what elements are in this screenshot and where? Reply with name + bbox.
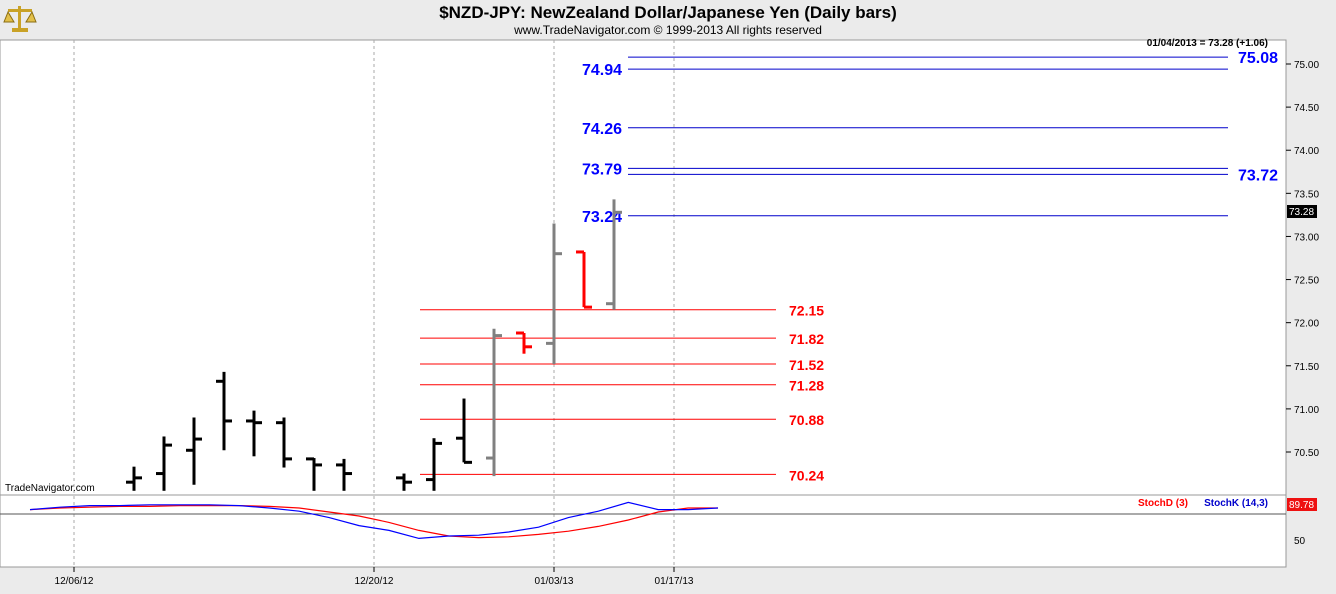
ohlc-bar-0 xyxy=(126,466,142,491)
copyright-subtitle: www.TradeNavigator.com © 1999-2013 All r… xyxy=(513,23,822,37)
ohlc-bar-10 xyxy=(456,398,472,464)
x-tick-label-1: 12/20/12 xyxy=(355,576,394,587)
chart-title: $NZD-JPY: NewZealand Dollar/Japanese Yen… xyxy=(439,3,897,22)
y-tick-label-9: 75.00 xyxy=(1294,60,1319,71)
ohlc-bar-12 xyxy=(516,331,532,354)
ohlc-bar-14 xyxy=(576,250,592,309)
level-label-8: 71.52 xyxy=(789,357,824,373)
stochastic-lines: 50 xyxy=(0,501,1306,547)
level-label-2: 74.26 xyxy=(582,121,622,138)
stoch-value-flag xyxy=(1287,498,1317,511)
ohlc-bar-7 xyxy=(336,458,352,491)
y-tick-label-4: 72.50 xyxy=(1294,276,1319,287)
ohlc-bar-8 xyxy=(396,473,412,491)
scales-icon xyxy=(3,6,37,32)
last-price-label: 73.28 xyxy=(1289,207,1314,218)
y-tick-label-6: 73.50 xyxy=(1294,189,1319,200)
level-label-0: 75.08 xyxy=(1238,50,1278,67)
ohlc-bar-3 xyxy=(216,371,232,451)
stoch-series-1 xyxy=(29,501,719,540)
ohlc-bar-15 xyxy=(606,199,622,310)
indicator-panel xyxy=(0,494,1287,568)
price-axis: 70.50 71.00 71.50 72.00 72.50 73.00 73.50 74.00… xyxy=(1286,60,1319,459)
y-tick-label-0: 70.50 xyxy=(1294,448,1319,459)
ohlc-bar-5 xyxy=(276,417,292,468)
level-label-7: 71.82 xyxy=(789,331,824,347)
ohlc-bars xyxy=(126,199,622,491)
ohlc-bar-13 xyxy=(546,223,562,365)
y-tick-label-7: 74.00 xyxy=(1294,146,1319,157)
level-label-5: 73.24 xyxy=(582,209,622,226)
ohlc-bar-2 xyxy=(186,417,202,485)
ohlc-bar-1 xyxy=(156,436,172,491)
y-tick-label-5: 73.00 xyxy=(1294,232,1319,243)
x-tick-label-0: 12/06/12 xyxy=(55,576,94,587)
stoch-series-0 xyxy=(29,505,718,539)
level-label-10: 70.88 xyxy=(789,412,824,428)
y-tick-label-3: 72.00 xyxy=(1294,319,1319,330)
legend-stochd: StochD (3) xyxy=(1138,498,1188,509)
y-tick-label-2: 71.50 xyxy=(1294,362,1319,373)
y-tick-label-1: 71.00 xyxy=(1294,405,1319,416)
ohlc-bar-6 xyxy=(306,457,322,491)
stoch-tick-50: 50 xyxy=(1294,536,1306,547)
last-quote: 01/04/2013 = 73.28 (+1.06) xyxy=(1147,38,1268,49)
stoch-value-label: 89.78 xyxy=(1289,500,1314,511)
level-label-3: 73.79 xyxy=(582,161,622,178)
x-tick-label-2: 01/03/13 xyxy=(535,576,574,587)
legend-stochk: StochK (14,3) xyxy=(1204,498,1268,509)
last-price-flag xyxy=(1287,205,1317,218)
level-lines: 75.08 74.94 74.26 73.79 73.72 73.24 72.15 71.82… xyxy=(420,50,1278,483)
level-label-1: 74.94 xyxy=(582,62,622,79)
vertical-gridlines xyxy=(73,40,675,567)
level-label-6: 72.15 xyxy=(789,303,824,319)
x-tick-label-3: 01/17/13 xyxy=(655,576,694,587)
watermark: TradeNavigator.com xyxy=(5,483,95,494)
level-label-11: 70.24 xyxy=(789,467,824,483)
date-axis: 12/06/12 12/20/12 01/03/13 01/17/13 xyxy=(55,567,694,587)
level-label-9: 71.28 xyxy=(789,378,824,394)
level-label-4: 73.72 xyxy=(1238,167,1278,184)
y-tick-label-8: 74.50 xyxy=(1294,103,1319,114)
ohlc-bar-11 xyxy=(486,328,502,477)
ohlc-bar-9 xyxy=(426,438,442,491)
ohlc-bar-4 xyxy=(246,410,262,457)
